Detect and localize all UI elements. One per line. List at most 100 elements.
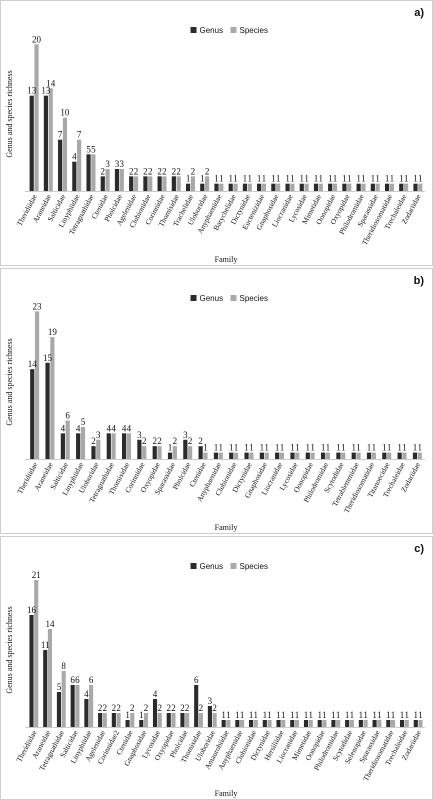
bar-species [204,176,210,191]
chart-panel-a: a) Genus Species Genus and species richness… [0,0,433,266]
bar-genus [157,176,162,191]
data-label-genus: 1 [372,710,377,720]
data-label-species: 1 [234,443,239,453]
data-label-genus: 1 [386,710,391,720]
bar-species [142,446,147,459]
data-label-genus: 4 [84,689,89,699]
data-label-genus: 4 [72,152,77,162]
bar-genus [345,720,350,727]
bar-genus [303,720,309,727]
data-label-species: 2 [157,436,162,446]
data-label-species: 1 [310,443,315,453]
bar-genus [56,692,62,727]
bar-species [377,720,382,727]
bar-genus [331,720,336,727]
chart-b-svg: b) Genus Species Genus and species richness… [5,275,425,532]
data-label-species: 6 [65,411,70,421]
data-label-species: 1 [247,174,252,184]
data-label-genus: 2 [152,436,157,446]
data-label-genus: 2 [101,166,106,176]
bar-species [75,685,80,727]
data-label-species: 2 [188,436,193,446]
data-label-genus: 1 [221,710,226,720]
bar-species [390,720,396,727]
bar-species [341,452,346,459]
bar-genus [194,685,199,727]
legend-swatch-species [230,295,237,301]
bar-species [219,183,224,191]
data-label-genus: 2 [143,166,148,176]
bar-genus [43,650,48,727]
legend-swatch-genus [190,27,197,33]
data-label-species: 1 [218,443,223,453]
data-label-genus: 2 [172,166,177,176]
bar-species [233,452,239,459]
bar-species [157,446,162,459]
data-label-species: 1 [219,174,224,184]
data-label-species: 1 [262,174,267,184]
bar-genus [45,362,50,459]
data-label-genus: 1 [228,174,233,184]
data-label-genus: 1 [214,443,219,453]
bar-species [347,183,352,191]
bar-species [389,183,394,191]
data-label-species: 1 [281,710,286,720]
data-label-genus: 1 [200,174,205,184]
data-label-species: 2 [148,166,153,176]
bar-species [77,139,82,191]
bar-genus [370,183,375,191]
bar-genus [249,720,254,727]
data-label-genus: 1 [345,710,350,720]
bar-genus [143,176,148,191]
data-label-species: 2 [185,703,190,713]
data-label-genus: 1 [336,443,341,453]
data-label-species: 1 [417,443,422,453]
x-axis-label: Family [215,789,238,798]
bar-species [295,452,300,459]
bar-species [157,713,162,727]
chart-c-svg: c) Genus Species Genus and species richness… [5,543,425,798]
bar-genus [185,183,191,191]
bar-species [279,452,285,459]
bar-genus [86,154,91,191]
y-axis-label: Genus and species richness [5,338,14,425]
chart-panel-c: c) Genus Species Genus and species richness… [0,536,433,800]
data-label-species: 1 [304,174,309,184]
legend: Genus Species [190,294,268,303]
bar-genus [328,183,333,191]
bar-genus [244,452,249,459]
data-label-species: 1 [372,443,377,453]
data-label-genus: 1 [260,443,265,453]
data-label-genus: 1 [306,443,311,453]
bar-species [34,44,39,192]
bar-genus [111,713,116,727]
bar-species [253,720,258,727]
bar-genus [413,183,418,191]
data-label-genus: 1 [243,174,248,184]
data-label-genus: 1 [276,710,281,720]
bar-species [185,713,190,727]
bar-genus [229,452,234,459]
bar-species [318,183,323,191]
data-label-genus: 1 [139,710,144,720]
bar-species [133,176,139,191]
data-label-genus: 1 [271,174,276,184]
data-label-genus: 2 [129,166,134,176]
bar-species [322,720,327,727]
data-label-species: 2 [134,166,139,176]
data-label-genus: 4 [107,423,112,433]
legend-swatch-species [230,27,237,33]
data-label-genus: 16 [27,605,37,615]
bar-species [418,183,423,191]
bar-species [240,720,245,727]
data-label-genus: 1 [214,174,219,184]
bar-species [47,629,53,727]
bar-genus [271,183,276,191]
bar-genus [259,452,264,459]
bar-genus [397,452,402,459]
bar-species [233,183,238,191]
data-label-genus: 1 [168,443,173,453]
legend-label-species: Species [240,26,268,35]
data-label-species: 1 [267,710,272,720]
data-label-species: 20 [32,34,42,44]
